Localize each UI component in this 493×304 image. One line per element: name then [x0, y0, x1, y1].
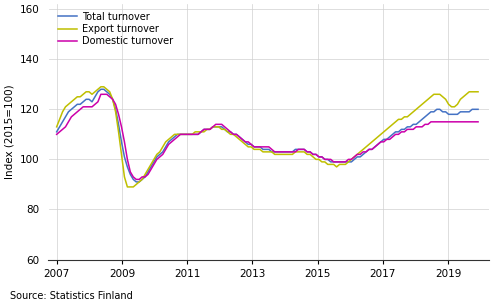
Total turnover — [404, 125, 410, 129]
Domestic turnover — [404, 127, 410, 131]
Domestic turnover — [398, 130, 404, 134]
Export turnover — [83, 90, 89, 94]
Total turnover — [118, 140, 124, 144]
Total turnover — [98, 88, 104, 91]
Domestic turnover — [133, 178, 139, 181]
Export turnover — [189, 133, 195, 136]
Domestic turnover — [98, 92, 104, 96]
Domestic turnover — [83, 105, 89, 109]
Export turnover — [404, 115, 410, 119]
Total turnover — [475, 108, 481, 111]
Domestic turnover — [475, 120, 481, 124]
Export turnover — [360, 147, 366, 151]
Total turnover — [83, 98, 89, 101]
Line: Export turnover: Export turnover — [57, 87, 478, 187]
Export turnover — [98, 85, 104, 88]
Line: Domestic turnover: Domestic turnover — [57, 94, 478, 179]
Line: Total turnover: Total turnover — [57, 89, 478, 182]
Total turnover — [54, 130, 60, 134]
Total turnover — [189, 133, 195, 136]
Domestic turnover — [189, 133, 195, 136]
Export turnover — [54, 125, 60, 129]
Domestic turnover — [360, 150, 366, 154]
Text: Source: Statistics Finland: Source: Statistics Finland — [10, 291, 133, 301]
Export turnover — [398, 118, 404, 121]
Total turnover — [133, 180, 139, 184]
Export turnover — [475, 90, 481, 94]
Export turnover — [118, 153, 124, 156]
Export turnover — [124, 185, 130, 189]
Domestic turnover — [118, 125, 124, 129]
Total turnover — [398, 127, 404, 131]
Total turnover — [360, 153, 366, 156]
Legend: Total turnover, Export turnover, Domestic turnover: Total turnover, Export turnover, Domesti… — [58, 12, 173, 47]
Y-axis label: Index (2015=100): Index (2015=100) — [4, 85, 14, 179]
Domestic turnover — [54, 133, 60, 136]
